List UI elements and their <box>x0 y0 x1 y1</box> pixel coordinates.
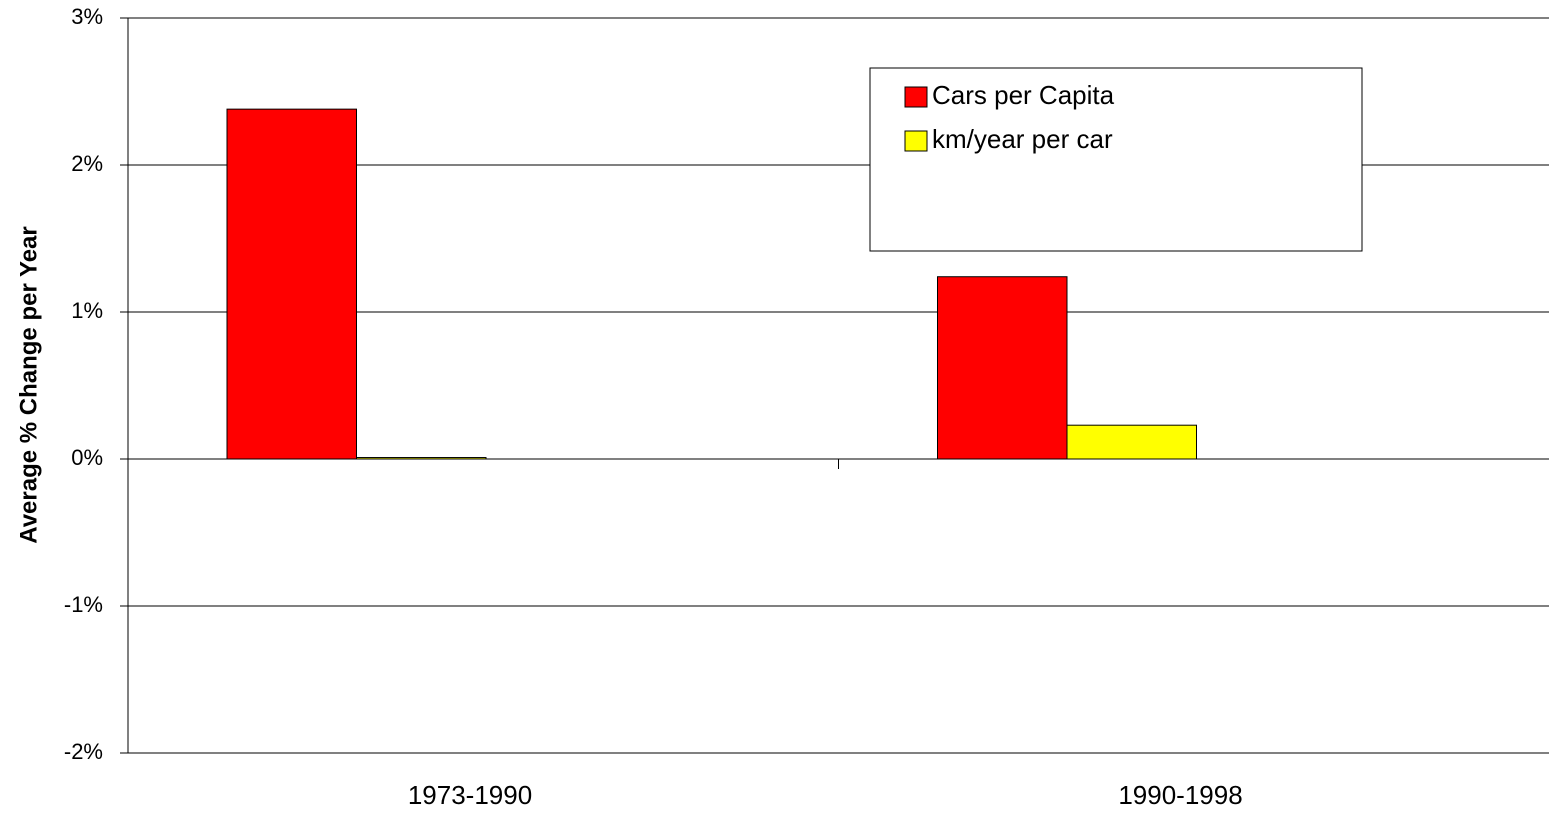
x-tick-label: 1990-1998 <box>1118 780 1242 810</box>
y-axis-label: Average % Change per Year <box>15 226 42 543</box>
legend-label: km/year per car <box>932 124 1113 154</box>
legend-swatch <box>904 130 928 152</box>
bar <box>356 457 487 460</box>
y-tick-label: 3% <box>71 4 103 29</box>
x-tick-label: 1973-1990 <box>408 780 532 810</box>
y-tick-label: -1% <box>64 592 103 617</box>
legend-swatch <box>904 86 928 108</box>
y-tick-label: -2% <box>64 739 103 764</box>
legend-box <box>869 67 1363 252</box>
bar <box>1066 424 1197 460</box>
bar <box>937 276 1068 460</box>
y-tick-label: 1% <box>71 298 103 323</box>
y-tick-label: 2% <box>71 151 103 176</box>
bar <box>226 108 357 460</box>
legend-label: Cars per Capita <box>932 80 1115 110</box>
y-tick-label: 0% <box>71 445 103 470</box>
